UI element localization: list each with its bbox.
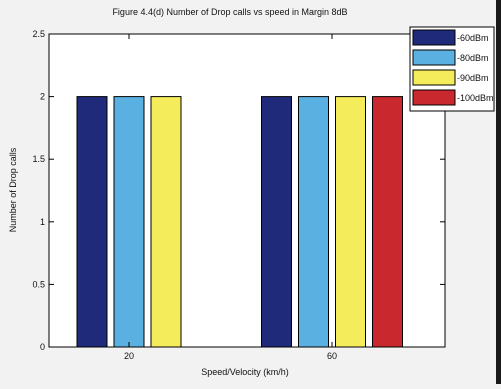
y-tick-label: 1 <box>40 217 45 227</box>
y-tick-label: 0 <box>40 342 45 352</box>
bar-60dbm-20 <box>76 96 108 348</box>
legend-label: -100dBm <box>457 93 494 103</box>
y-tick-label: 0.5 <box>32 279 45 289</box>
bar-80dbm-20 <box>113 96 145 348</box>
y-tick-label: 1.5 <box>32 154 45 164</box>
bar-100dbm-60 <box>372 96 403 348</box>
legend-swatch <box>412 49 456 66</box>
chart-title: Figure 4.4(d) Number of Drop calls vs sp… <box>112 7 347 17</box>
legend: -60dBm -80dBm -90dBm -100dBm <box>409 26 495 112</box>
x-tick-label: 20 <box>124 351 134 361</box>
image-edge-strip <box>496 0 501 384</box>
bar-80dbm-60 <box>298 96 329 348</box>
bar-60dbm-60 <box>261 96 292 348</box>
legend-label: -80dBm <box>457 53 489 63</box>
bars-group <box>76 96 403 348</box>
x-tick-label: 60 <box>327 351 337 361</box>
legend-label: -60dBm <box>457 33 489 43</box>
y-axis-label: Number of Drop calls <box>8 147 18 232</box>
legend-swatch <box>412 29 456 46</box>
legend-swatch <box>412 69 456 86</box>
x-axis: 20 60 <box>124 34 337 361</box>
legend-label: -90dBm <box>457 73 489 83</box>
x-axis-label: Speed/Velocity (km/h) <box>201 367 289 377</box>
y-tick-label: 2.5 <box>32 29 45 39</box>
y-tick-label: 2 <box>40 92 45 102</box>
bar-90dbm-20 <box>150 96 182 348</box>
bar-90dbm-60 <box>335 96 366 348</box>
legend-swatch <box>412 89 456 106</box>
